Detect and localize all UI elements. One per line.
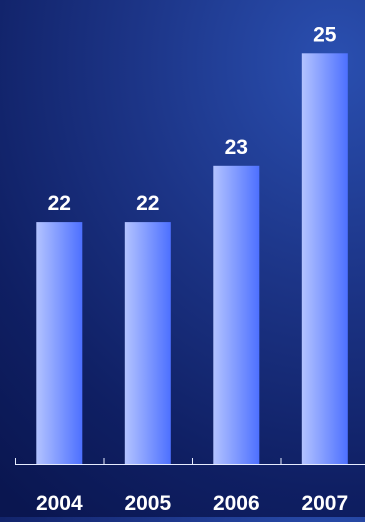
data-labels-layer: 22 22 23 25: [48, 23, 337, 215]
x-tick-label-2006: 2006: [213, 492, 260, 515]
data-label-2007: 25: [313, 23, 337, 46]
x-tick-label-2005: 2005: [124, 492, 171, 515]
bar-2004: [36, 222, 83, 464]
bar-2006: [213, 165, 260, 465]
bar-2007: [301, 53, 348, 465]
x-tick-label-2007: 2007: [301, 492, 348, 515]
data-label-2006: 23: [225, 136, 248, 159]
bar-2005: [124, 222, 171, 464]
bars-layer: [36, 53, 348, 465]
x-tick-labels: 2004 2005 2006 2007: [36, 492, 348, 515]
x-axis: [15, 458, 365, 465]
data-label-2004: 22: [48, 192, 71, 215]
x-tick-label-2004: 2004: [36, 492, 83, 515]
data-label-2005: 22: [136, 192, 159, 215]
